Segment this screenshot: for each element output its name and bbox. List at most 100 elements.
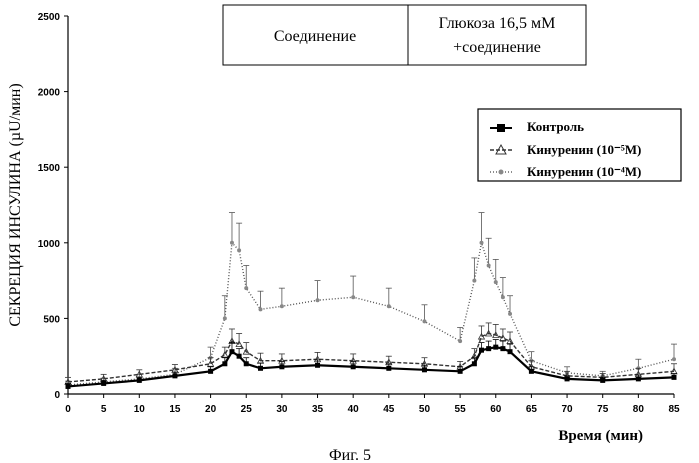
x-tick-label: 30 [276,404,288,415]
data-point [279,364,285,370]
data-point [457,368,463,374]
x-tick-label: 50 [419,404,431,415]
data-point [237,248,242,253]
header-boxes: Соединение Глюкоза 16,5 мМ +соединение [222,4,587,66]
series-line [67,332,675,383]
legend-label-kynurenine-5: Кинуренин (10⁻⁵M) [527,142,641,157]
x-tick-label: 0 [65,404,71,415]
series-2 [65,212,677,387]
data-point [507,349,513,355]
data-point [257,365,263,371]
data-point [135,370,143,378]
header-box-left-label: Соединение [274,28,356,45]
data-point [351,295,356,300]
x-tick-label: 10 [134,404,146,415]
data-point [600,377,606,383]
data-point [386,304,391,309]
data-point [486,346,492,352]
data-point [422,319,427,324]
data-point [221,350,229,358]
x-tick-label: 20 [205,404,217,415]
data-point [350,364,356,370]
data-point [421,367,427,373]
header-box-right [407,4,587,66]
y-axis-label: СЕКРЕЦИЯ ИНСУЛИНА (µU/мин) [7,83,24,326]
series-line [67,241,675,386]
data-point [508,311,513,316]
data-point [386,365,392,371]
x-tick-label: 55 [455,404,467,415]
legend-item-control: Контроль [490,119,584,134]
x-tick-label: 60 [490,404,502,415]
data-point [484,329,493,337]
data-point [671,374,677,380]
data-point [101,380,107,386]
legend-label-kynurenine-4: Кинуренин (10⁻⁴M) [527,164,641,179]
data-point [479,347,485,353]
data-point [206,359,215,367]
legend-marker-control [497,124,505,132]
header-box-right-label-line1: Глюкоза 16,5 мМ [439,15,556,32]
axes [67,16,674,395]
series-layer [64,212,678,389]
x-tick-label: 40 [348,404,360,415]
legend-marker-kynurenine-5 [495,143,507,155]
data-point [208,368,214,374]
data-point [528,368,534,374]
x-ticks: 0 5 10 15 20 25 30 35 40 45 50 55 60 65 70 75 80 85 [65,394,680,415]
x-tick-label: 65 [526,404,538,415]
x-tick-label: 75 [597,404,609,415]
x-tick-label: 80 [633,404,645,415]
data-point [493,280,498,285]
y-tick-label: 2500 [38,12,61,23]
y-tick-label: 0 [54,390,60,401]
data-point [479,240,484,245]
data-point [244,286,249,291]
x-tick-label: 15 [169,404,181,415]
legend-label-control: Контроль [527,119,584,134]
legend-box [477,108,682,182]
legend: Контроль Кинуренин (10⁻⁵M) Кинуренин (10… [477,108,682,182]
legend-marker-kynurenine-4 [498,169,504,175]
data-point [315,362,321,368]
data-point [564,376,570,382]
series-1 [64,322,678,385]
data-point [506,337,514,344]
y-tick-label: 2000 [38,88,61,99]
data-point [500,346,506,352]
data-point [242,347,250,355]
data-point [236,353,242,359]
header-box-right-label-line2: +соединение [453,39,541,56]
data-point [477,332,486,340]
legend-item-kynurenine-5: Кинуренин (10⁻⁵M) [490,142,641,157]
data-point [635,376,641,382]
x-tick-label: 45 [383,404,395,415]
data-point [222,361,228,367]
data-point [500,295,505,300]
y-tick-label: 1500 [38,163,61,174]
y-tick-label: 1000 [38,239,61,250]
y-ticks: 0 500 1000 1500 2000 2500 [38,12,68,401]
data-point [471,361,477,367]
y-tick-label: 500 [43,314,60,325]
data-point [472,278,477,283]
data-point [136,377,142,383]
data-point [315,298,320,303]
x-tick-label: 70 [561,404,573,415]
data-point [492,331,500,338]
data-point [229,349,235,355]
x-tick-label: 85 [668,404,680,415]
data-point [65,383,71,389]
x-axis-label: Время (мин) [558,428,643,444]
data-point [486,263,491,268]
series-0 [65,339,677,389]
data-point [458,339,463,344]
legend-item-kynurenine-4: Кинуренин (10⁻⁴M) [490,164,641,179]
data-point [229,240,234,245]
data-point [222,316,227,321]
x-tick-label: 25 [241,404,253,415]
data-point [279,304,284,309]
data-point [493,344,499,350]
data-point [243,361,249,367]
